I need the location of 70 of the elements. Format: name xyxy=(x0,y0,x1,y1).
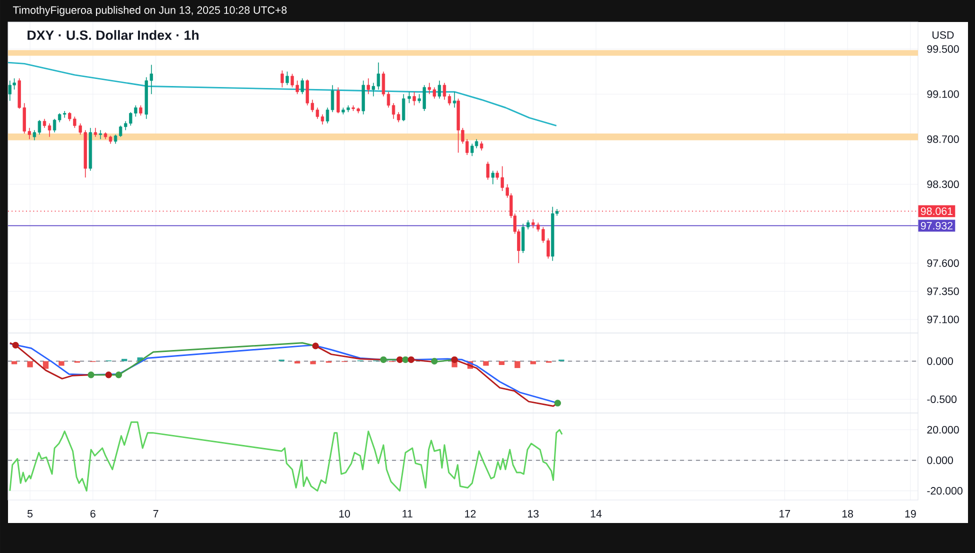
candlestick xyxy=(408,91,411,104)
y-tick-label: -20.000 xyxy=(927,487,962,495)
x-tick-label: 18 xyxy=(842,510,854,518)
x-tick-label: 14 xyxy=(590,510,602,518)
point xyxy=(554,400,561,406)
y-tick-label: 0.000 xyxy=(927,357,953,365)
y-tick-label: 20.000 xyxy=(927,426,959,434)
candlestick xyxy=(48,123,52,138)
x-tick-label: 10 xyxy=(339,510,350,518)
x-tick-label: 6 xyxy=(90,510,96,518)
point xyxy=(88,372,94,378)
candlestick xyxy=(366,78,370,95)
point xyxy=(380,356,387,363)
candlestick xyxy=(474,138,478,149)
y-tick-label: 97.600 xyxy=(927,259,959,267)
candlestick xyxy=(98,130,102,140)
point xyxy=(312,342,319,350)
y-tick-label: 97.100 xyxy=(927,316,959,324)
x-tick-label: 11 xyxy=(402,510,412,518)
candlestick xyxy=(392,102,396,120)
candlestick xyxy=(442,82,446,100)
text: TimothyFigueroa published on Jun 13, 2025 10:28 UTC+8 xyxy=(12,6,287,16)
x-tick-label: 19 xyxy=(905,510,916,518)
candlestick xyxy=(330,84,334,113)
chart-title: DXY · U.S. Dollar Index · 1h xyxy=(28,30,198,40)
y-tick-label: 0.000 xyxy=(927,456,953,464)
candlestick xyxy=(452,91,456,108)
candlestick xyxy=(448,94,452,106)
y-tick-label: -0.500 xyxy=(927,396,957,404)
point xyxy=(451,356,458,363)
candlestick xyxy=(486,161,490,180)
candlestick xyxy=(326,107,330,124)
y-tick-label: 97.350 xyxy=(927,288,959,296)
point xyxy=(396,356,404,363)
y-tick-label: 98.700 xyxy=(927,135,959,143)
y-tick-label: 99.100 xyxy=(927,90,959,98)
point xyxy=(431,358,438,365)
candlestick xyxy=(382,71,386,97)
point xyxy=(402,356,409,363)
candlestick xyxy=(480,141,484,151)
line-series xyxy=(8,62,558,126)
ref-line-label: 98.061 xyxy=(920,207,952,215)
ref-line-label: 97.932 xyxy=(920,222,952,230)
point xyxy=(115,372,122,378)
candlestick xyxy=(280,70,284,88)
line-series xyxy=(9,421,563,492)
candlestick xyxy=(300,78,304,95)
candlestick xyxy=(470,143,474,156)
y-tick-label: 98.300 xyxy=(927,180,959,188)
candlestick xyxy=(94,128,98,138)
x-tick-label: 17 xyxy=(780,510,790,518)
candlestick xyxy=(491,170,494,185)
y-tick-label: 99.500 xyxy=(927,45,959,53)
candlestick xyxy=(139,104,142,116)
x-tick-label: 7 xyxy=(153,510,158,518)
point xyxy=(12,342,19,349)
point xyxy=(105,372,112,378)
point xyxy=(408,356,414,363)
candlestick xyxy=(412,91,416,106)
candlestick xyxy=(42,118,46,128)
x-tick-label: 12 xyxy=(465,510,476,518)
x-tick-label: 5 xyxy=(27,510,33,518)
y-axis-title: USD xyxy=(932,31,954,39)
candlestick xyxy=(386,91,390,108)
candlestick xyxy=(402,94,406,122)
x-tick-label: 13 xyxy=(528,510,539,518)
candlestick xyxy=(396,112,400,123)
candlestick xyxy=(336,86,340,114)
candlestick xyxy=(438,80,442,100)
candlestick xyxy=(286,71,289,86)
